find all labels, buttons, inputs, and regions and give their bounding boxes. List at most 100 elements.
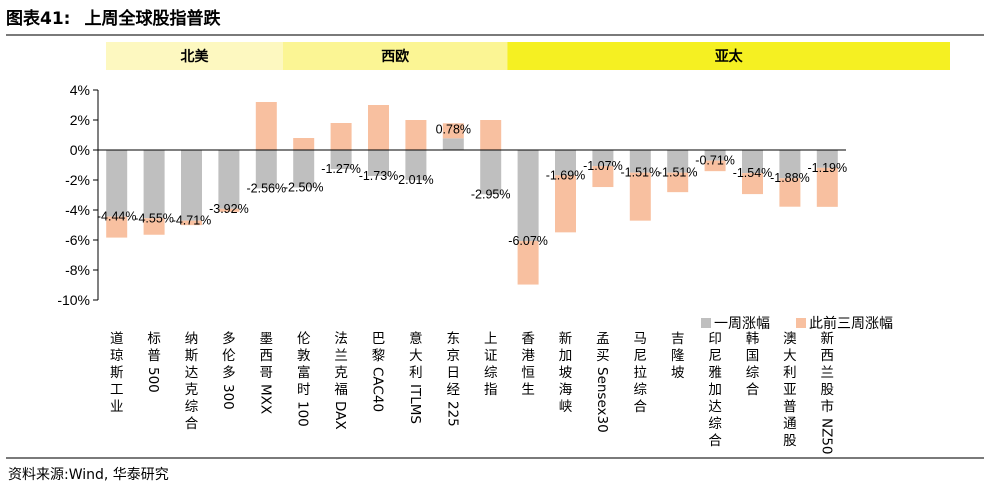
- legend-label-prior-3-weeks: 此前三周涨幅: [809, 315, 893, 332]
- data-label: -2.56%: [246, 181, 286, 195]
- category-label: 标普: [147, 331, 161, 364]
- bar-prior-3-weeks: [218, 208, 240, 212]
- legend-swatch-weekly: [701, 318, 711, 328]
- category-label: 新加坡海峡: [559, 331, 573, 415]
- category-label-latin: Sensex30: [594, 367, 610, 433]
- category-label: 道琼斯工业: [110, 331, 124, 415]
- category-label: 香港恒生: [521, 331, 535, 398]
- data-label: -2.95%: [471, 187, 511, 201]
- bar-weekly: [742, 150, 763, 174]
- bar-prior-3-weeks: [255, 102, 277, 150]
- data-label: -0.71%: [695, 154, 735, 168]
- category-label-latin: MXX: [257, 384, 273, 414]
- category-label-latin: 225: [444, 401, 460, 427]
- bar-prior-3-weeks: [555, 175, 576, 233]
- bar-weekly: [106, 150, 128, 217]
- region-label-2: 亚太: [715, 48, 744, 65]
- figure-title: 图表41: 上周全球股指普跌: [6, 4, 220, 29]
- data-label: -1.69%: [546, 168, 586, 182]
- y-tick-label: -2%: [65, 172, 90, 188]
- bar-weekly: [218, 150, 240, 209]
- bar-weekly: [368, 150, 389, 176]
- category-label-latin: 100: [295, 401, 311, 427]
- data-label: -1.07%: [583, 159, 623, 173]
- bar-prior-3-weeks: [181, 220, 202, 226]
- bar-prior-3-weeks: [517, 241, 539, 285]
- category-label-latin: NZ50: [818, 418, 834, 455]
- source-note: 资料来源:Wind, 华泰研究: [8, 467, 169, 483]
- data-label: -1.88%: [770, 171, 810, 185]
- category-label-latin: ITLMS: [407, 384, 423, 424]
- bar-prior-3-weeks: [405, 120, 427, 150]
- bar-weekly: [555, 150, 576, 176]
- data-label: -4.71%: [172, 214, 212, 228]
- category-label: 东京日经: [447, 331, 461, 398]
- bar-prior-3-weeks: [106, 216, 128, 238]
- data-label: -6.07%: [508, 234, 548, 248]
- bar-weekly: [629, 150, 651, 173]
- category-label: 多伦多: [222, 330, 236, 381]
- category-label: 伦敦富时: [297, 331, 311, 398]
- data-label: -2.50%: [284, 181, 324, 195]
- bar-weekly: [667, 150, 689, 173]
- bar-prior-3-weeks: [480, 120, 502, 150]
- data-label: -1.54%: [733, 166, 773, 180]
- category-label: 澳大利亚普通股: [783, 331, 797, 449]
- bar-weekly: [592, 150, 614, 167]
- bar-prior-3-weeks: [779, 178, 801, 207]
- bar-weekly: [143, 150, 165, 219]
- category-label: 意大利: [409, 330, 423, 381]
- bar-prior-3-weeks: [667, 172, 689, 193]
- data-label: 2.01%: [398, 173, 433, 187]
- data-label: -4.55%: [134, 211, 174, 225]
- data-label: -1.27%: [321, 162, 361, 176]
- data-label: -1.19%: [807, 161, 847, 175]
- category-label: 韩国综合: [746, 331, 760, 398]
- category-label-latin: CAC40: [370, 367, 386, 412]
- category-label-latin: 300: [220, 384, 236, 410]
- bar-weekly: [330, 150, 352, 170]
- data-label: 0.78%: [436, 122, 471, 136]
- bar-weekly: [480, 150, 502, 195]
- title-divider: [6, 34, 984, 36]
- figure-number: 图表41:: [6, 9, 71, 29]
- category-label-latin: DAX: [332, 401, 348, 430]
- bar-weekly: [442, 138, 464, 150]
- y-tick-label: -4%: [65, 202, 90, 218]
- bar-prior-3-weeks: [442, 123, 464, 139]
- figure-title-text: 上周全球股指普跌: [84, 9, 221, 29]
- bar-prior-3-weeks: [629, 172, 651, 221]
- region-band-1: [283, 42, 508, 70]
- data-label: -1.51%: [658, 166, 698, 180]
- category-label: 印尼雅加达综合: [708, 331, 722, 449]
- category-label: 吉隆坡: [671, 331, 685, 381]
- bar-prior-3-weeks: [368, 105, 389, 150]
- data-label: -1.51%: [620, 166, 660, 180]
- category-label: 法兰克福: [334, 331, 348, 398]
- category-label: 孟买: [596, 331, 610, 364]
- y-tick-label: -10%: [57, 292, 90, 308]
- bar-prior-3-weeks: [816, 167, 838, 207]
- region-label-1: 西欧: [381, 48, 409, 65]
- bar-prior-3-weeks: [592, 166, 614, 188]
- bar-prior-3-weeks: [330, 123, 352, 150]
- bar-prior-3-weeks: [704, 160, 726, 172]
- category-label: 新西兰股市: [821, 331, 835, 415]
- region-label-0: 北美: [181, 48, 210, 65]
- data-label: -1.73%: [359, 169, 399, 183]
- category-label: 墨西哥: [260, 331, 274, 381]
- region-band-0: [106, 42, 283, 70]
- bar-weekly: [816, 150, 838, 168]
- category-label: 上证综指: [484, 331, 498, 398]
- y-tick-label: 4%: [70, 82, 90, 98]
- bar-prior-3-weeks: [742, 173, 763, 195]
- category-label: 马尼拉综合: [634, 331, 648, 415]
- category-label: 巴黎: [372, 331, 386, 364]
- y-tick-label: -6%: [65, 232, 90, 248]
- data-label: -3.92%: [209, 202, 249, 216]
- legend-label-weekly: 一周涨幅: [714, 316, 770, 332]
- bar-weekly: [704, 150, 726, 161]
- bar-prior-3-weeks: [293, 138, 315, 150]
- bar-weekly: [255, 150, 277, 189]
